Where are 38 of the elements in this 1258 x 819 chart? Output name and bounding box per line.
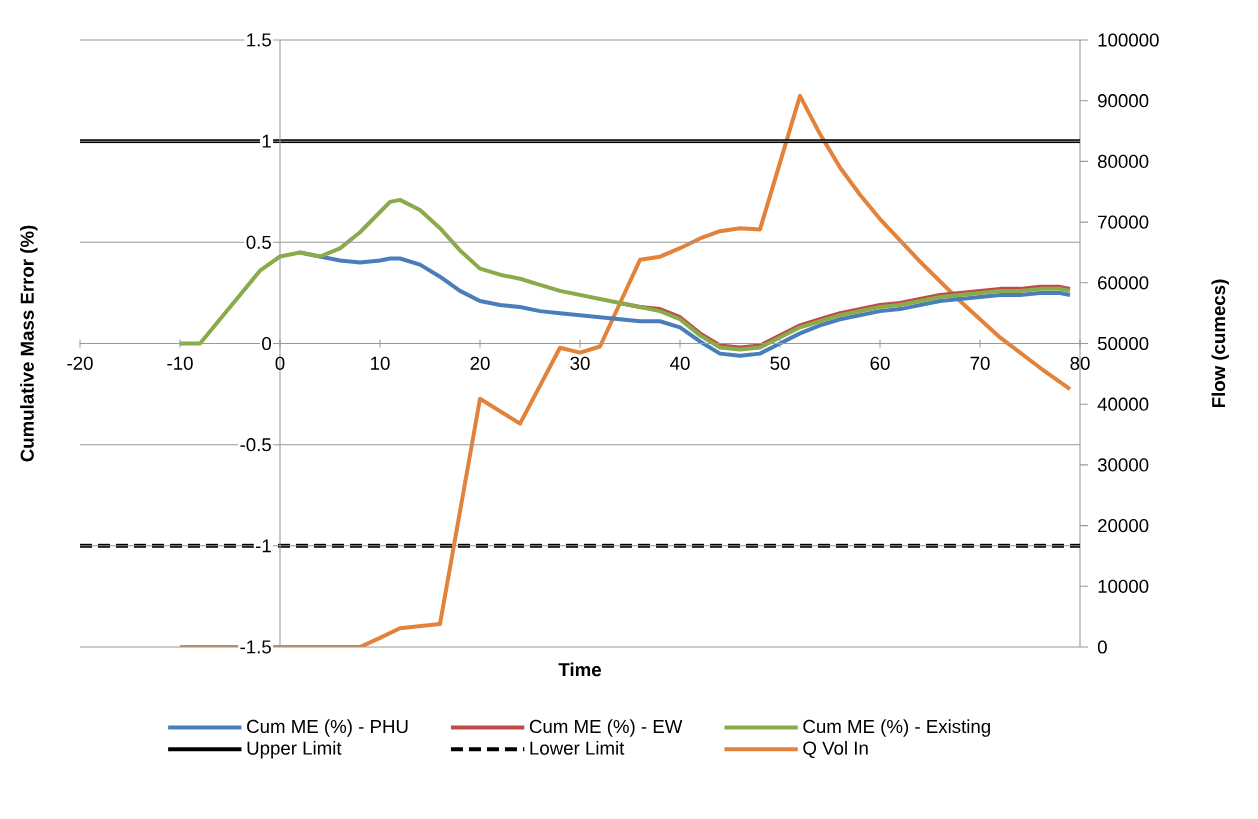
x-tick-label: 50 — [770, 356, 790, 370]
y-tick-label: 1.5 — [247, 33, 271, 47]
x-tick-label: -20 — [67, 356, 93, 370]
legend-label: Lower Limit — [530, 741, 625, 755]
y-tick-label: -1.5 — [240, 640, 271, 654]
legend-label: Cum ME (%) - PHU — [247, 719, 408, 737]
y-tick-label: -1 — [255, 539, 271, 553]
y2-tick-label: 70000 — [1098, 215, 1149, 229]
y2-tick-label: 60000 — [1098, 276, 1149, 290]
x-tick-label: 80 — [1070, 356, 1090, 370]
legend-label: Cum ME (%) - EW — [529, 719, 683, 737]
y2-axis-title: Flow (cumecs) — [1211, 279, 1229, 408]
x-tick-label: 10 — [371, 356, 390, 370]
x-tick-label: 60 — [870, 356, 890, 370]
x-tick-label: 0 — [275, 356, 285, 370]
y2-tick-label: 30000 — [1097, 458, 1149, 472]
y2-tick-label: 100000 — [1098, 33, 1159, 47]
x-tick-label: 70 — [970, 356, 990, 370]
y2-tick-label: 50000 — [1097, 336, 1149, 351]
y2-tick-label: 40000 — [1097, 397, 1149, 411]
legend-label: Q Vol In — [803, 741, 868, 759]
y2-tick-label: 10000 — [1098, 579, 1149, 593]
y2-tick-label: 90000 — [1098, 94, 1149, 108]
y-axis-title: Cumulative Mass Error (%) — [20, 225, 38, 462]
y2-tick-label: 20000 — [1098, 518, 1149, 533]
y-tick-label: -0.5 — [240, 438, 271, 452]
y-tick-label: 1 — [262, 134, 271, 148]
y2-tick-label: 80000 — [1097, 154, 1149, 169]
x-tick-label: 40 — [670, 356, 690, 370]
x-tick-label: 30 — [570, 356, 590, 370]
legend-label: Cum ME (%) - Existing — [803, 719, 990, 737]
x-axis-title: Time — [558, 662, 601, 677]
y-tick-label: 0 — [262, 336, 272, 351]
legend-label: Upper Limit — [247, 741, 342, 759]
x-tick-label: 20 — [470, 356, 490, 370]
y2-tick-label: 0 — [1097, 640, 1107, 654]
y-tick-label: 0.5 — [246, 235, 271, 249]
x-tick-label: -10 — [167, 356, 193, 370]
